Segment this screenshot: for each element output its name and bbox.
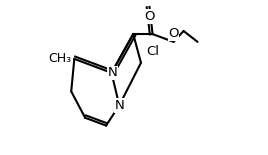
Text: CH₃: CH₃	[48, 52, 71, 65]
Text: N: N	[107, 66, 117, 79]
Text: Cl: Cl	[146, 45, 159, 58]
Text: O: O	[144, 10, 155, 23]
Text: O: O	[168, 27, 179, 40]
Text: N: N	[114, 99, 124, 112]
